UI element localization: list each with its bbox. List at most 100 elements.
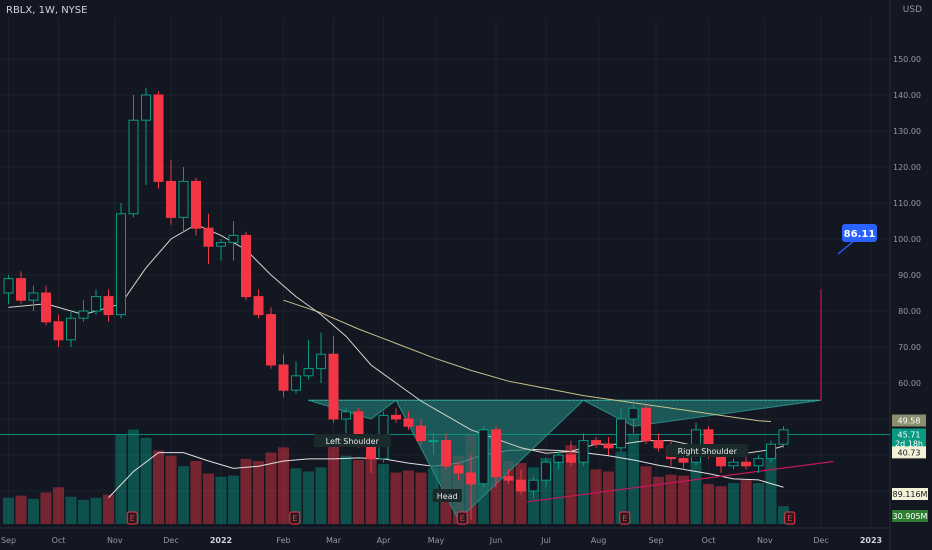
candle-body: [553, 454, 564, 463]
x-tick-label: Nov: [107, 536, 123, 545]
volume-bar: [228, 475, 239, 524]
candle: [616, 408, 626, 452]
volume-bar: [115, 434, 127, 524]
pattern-label: Head: [437, 492, 458, 501]
volume-bar: [778, 506, 789, 524]
candle: [253, 289, 264, 319]
earnings-icon-label: E: [130, 514, 135, 523]
pattern-label: Right Shoulder: [678, 447, 738, 456]
candle: [778, 426, 789, 448]
volume-bar: [40, 492, 52, 524]
candle: [216, 239, 226, 261]
candle-body: [778, 429, 789, 445]
candle-body: [341, 411, 351, 420]
candle-body: [591, 440, 601, 445]
x-tick-label: Dec: [813, 536, 828, 545]
candle-body: [16, 278, 26, 301]
y-tick-label: 60.00: [898, 379, 921, 388]
volume-bar: [53, 487, 64, 524]
candle: [316, 332, 326, 383]
candle-body: [528, 479, 539, 492]
earnings-icon: [289, 511, 301, 525]
x-tick-label: 2023: [860, 536, 882, 545]
volume-bar: [290, 468, 302, 524]
volume-bar: [365, 456, 377, 524]
candle-body: [628, 407, 639, 420]
volume-bar: [353, 459, 364, 524]
candle: [178, 167, 189, 232]
volume-bar: [553, 454, 564, 524]
candle: [66, 311, 76, 347]
candle-body: [753, 458, 764, 467]
candle: [641, 404, 651, 445]
candle-body: [491, 429, 501, 478]
pattern-label-bg: [313, 434, 391, 447]
candle-body: [53, 321, 64, 341]
candle: [416, 419, 426, 445]
candle-body: [278, 364, 289, 391]
candle: [466, 455, 476, 520]
earnings-icon-label: E: [292, 514, 297, 523]
candle: [166, 159, 176, 225]
volume-bar: [15, 495, 27, 524]
pattern-label-bg: [666, 444, 749, 457]
candle-body: [516, 479, 526, 492]
candle-body: [441, 440, 451, 467]
candle: [3, 275, 14, 304]
candle: [328, 336, 339, 423]
y-tick-label: 140.00: [893, 91, 921, 100]
volume-bar: [28, 498, 39, 524]
volume-bar: [753, 483, 764, 524]
candle-body: [66, 317, 76, 341]
candle-body: [41, 292, 51, 323]
x-tick-label: Dec: [163, 536, 178, 545]
y-tick-label: 120.00: [893, 163, 921, 172]
volume-bar: [78, 499, 89, 524]
x-tick-label: Sep: [648, 536, 663, 545]
target-price-label: 86.11: [844, 229, 876, 240]
candle-body: [603, 443, 614, 449]
candle-body: [128, 119, 139, 215]
candle: [553, 451, 564, 470]
candle: [441, 433, 451, 470]
candle-body: [266, 314, 276, 366]
volume-bar: [90, 497, 102, 524]
volume-bar: [240, 458, 252, 524]
candle-body: [641, 407, 651, 442]
candle: [53, 314, 64, 347]
y-tick-label: 100.00: [893, 235, 921, 244]
candle-body: [291, 375, 301, 391]
volume-bar: [128, 429, 139, 524]
volume-bar: [190, 461, 202, 524]
candle-body: [466, 472, 476, 485]
candle-body: [3, 278, 14, 294]
candle: [578, 433, 589, 466]
volume-bar: [278, 447, 289, 524]
y-tick-label: 130.00: [893, 127, 921, 136]
candle: [628, 401, 639, 434]
candle: [528, 476, 539, 499]
volume-bar: [140, 437, 152, 524]
volume-bar: [540, 457, 552, 524]
candle-body: [728, 461, 739, 467]
x-tick-label: Jun: [489, 536, 503, 545]
candle-body: [241, 234, 251, 298]
volume-bar: [715, 486, 727, 524]
y-tick-label: 90.00: [898, 271, 921, 280]
candle-body: [303, 368, 314, 377]
volume-bar: [303, 471, 314, 524]
earnings-icon-label: E: [460, 514, 465, 523]
candle: [153, 91, 164, 189]
candle-body: [78, 310, 89, 319]
volume-bar: [253, 461, 264, 524]
earnings-icon: [619, 511, 631, 525]
volume-bar: [3, 497, 14, 524]
volume-bar: [390, 472, 402, 524]
candle-body: [403, 418, 414, 427]
candle-body: [316, 353, 326, 370]
price-label-text: 49.58: [898, 417, 921, 426]
candle-body: [253, 296, 264, 316]
volume-bar: [690, 462, 702, 524]
x-tick-label: Oct: [702, 536, 716, 545]
